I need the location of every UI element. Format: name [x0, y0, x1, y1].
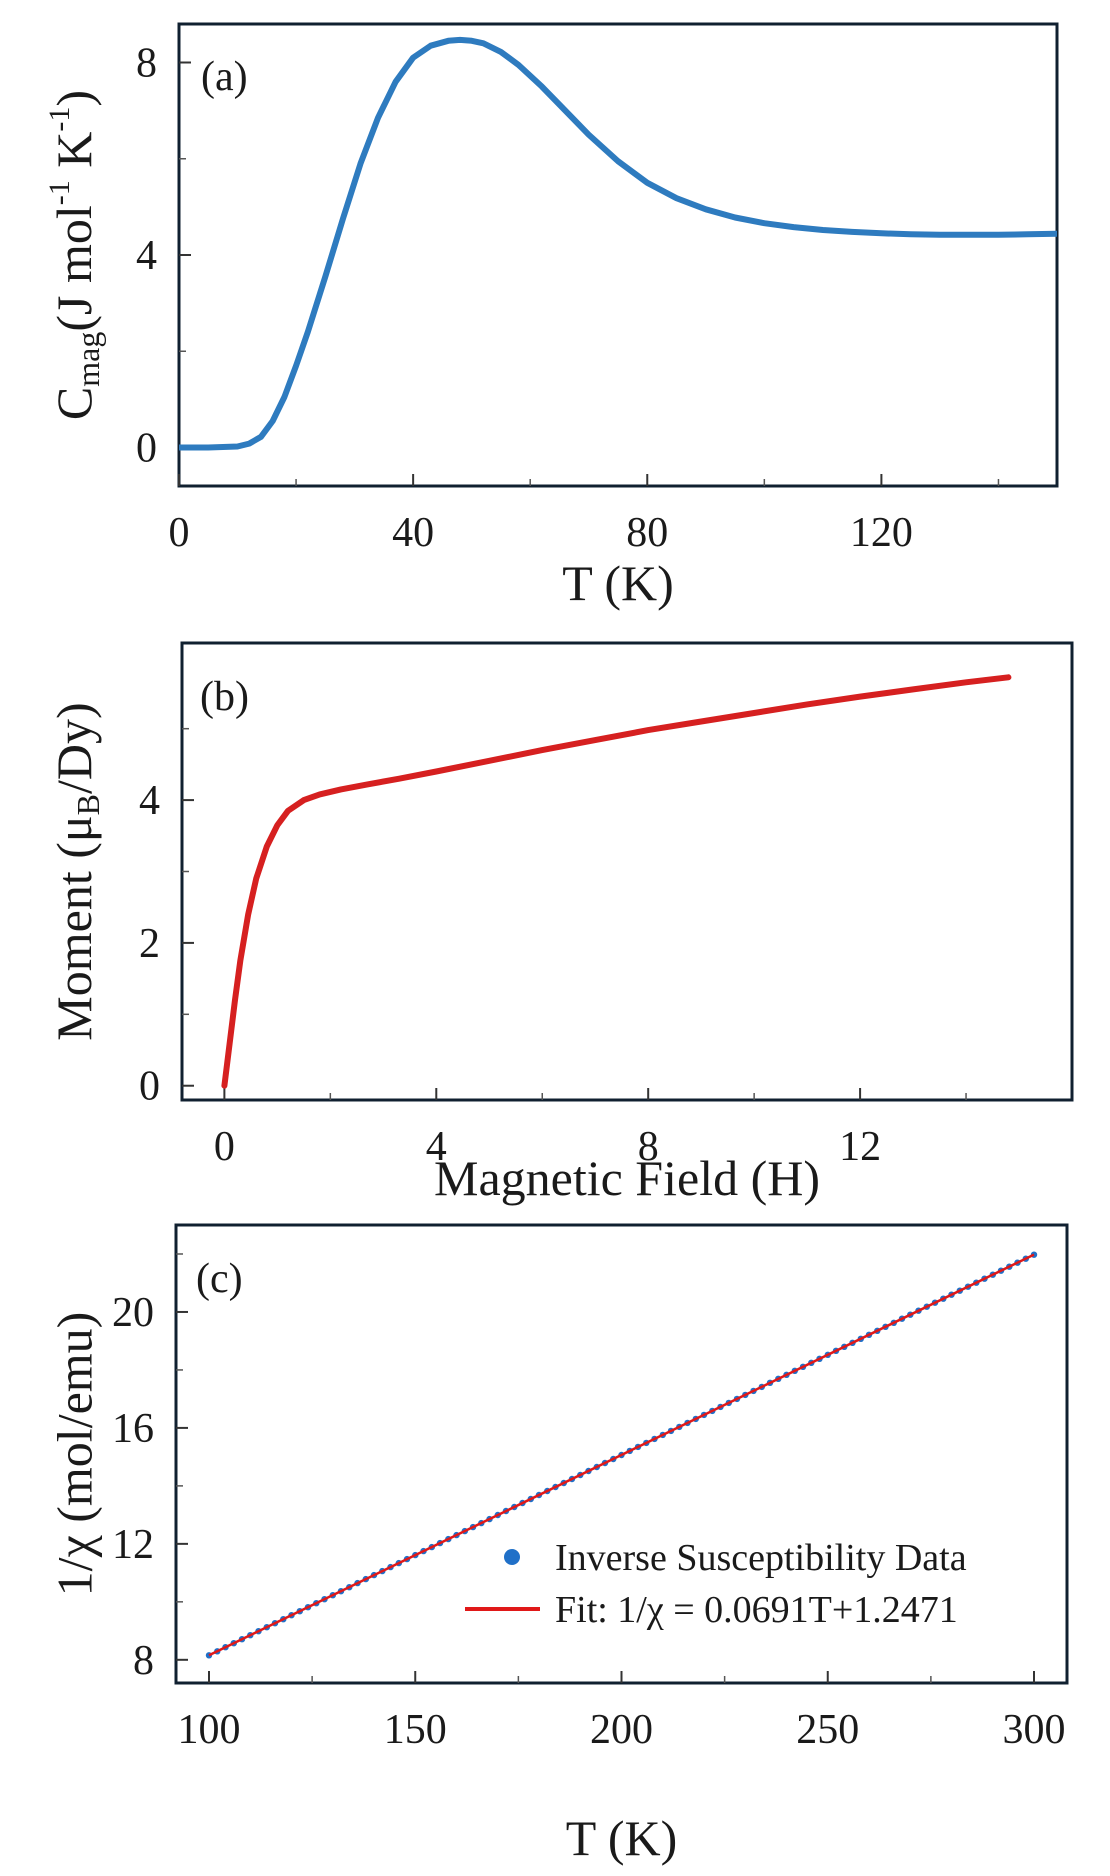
- x-tick-label: 0: [214, 1124, 235, 1170]
- y-tick-label: 0: [139, 1064, 160, 1110]
- y-tick-label: 16: [112, 1406, 154, 1452]
- x-tick-label: 100: [178, 1707, 241, 1753]
- legend-label-data: Inverse Susceptibility Data: [555, 1537, 967, 1579]
- panel-label: (b): [200, 674, 249, 720]
- y-axis-title: Moment (μB/Dy): [46, 702, 106, 1040]
- y-axis-title: 1/χ (mol/emu): [46, 1312, 102, 1597]
- series-line: [179, 36, 1057, 451]
- x-tick-label: 8: [638, 1124, 659, 1170]
- x-tick-label: 40: [392, 510, 434, 556]
- series-line: [221, 674, 1012, 1089]
- panel-c: 100 150 200 250 300 8 12 16 20 (c) T (K) 1/χ (mol/e…: [46, 1223, 1069, 1866]
- x-axis-title: T (K): [566, 1810, 678, 1866]
- panel-label: (c): [196, 1256, 243, 1302]
- x-axis-title: T (K): [562, 555, 674, 611]
- legend-marker-data: [504, 1549, 520, 1565]
- legend-label-fit: Fit: 1/χ = 0.0691T+1.2471: [555, 1589, 958, 1631]
- x-tick-label: 150: [384, 1707, 447, 1753]
- y-tick-label: 20: [112, 1290, 154, 1336]
- panel-b: 0 4 8 12 0 2 4 (b) Magnetic Field (H) Moment (μB/…: [46, 641, 1074, 1206]
- plot-frame: [180, 641, 1074, 1102]
- y-tick-label: 4: [139, 778, 160, 824]
- x-tick-label: 12: [839, 1124, 881, 1170]
- x-tick-label: 250: [796, 1707, 859, 1753]
- x-tick-label: 120: [850, 510, 913, 556]
- x-tick-label: 80: [626, 510, 668, 556]
- y-tick-label: 4: [136, 233, 157, 279]
- legend: Inverse Susceptibility Data Fit: 1/χ = 0.…: [465, 1537, 967, 1631]
- x-tick-label: 0: [169, 510, 190, 556]
- y-axis-title: Cmag(J mol-1 K-1): [43, 90, 106, 420]
- fit-line: [208, 1253, 1035, 1657]
- x-tick-label: 4: [426, 1124, 447, 1170]
- panel-label: (a): [201, 54, 248, 100]
- panel-a: 0 40 80 120 0 4 8 (a) T (K) Cmag(J mol-1 K-1): [43, 22, 1059, 611]
- y-tick-label: 12: [112, 1522, 154, 1568]
- y-tick-label: 8: [136, 41, 157, 87]
- plot-frame: [177, 22, 1059, 488]
- x-tick-label: 300: [1003, 1707, 1066, 1753]
- y-tick-label: 2: [139, 921, 160, 967]
- y-tick-label: 0: [136, 426, 157, 472]
- x-tick-label: 200: [590, 1707, 653, 1753]
- y-tick-label: 8: [133, 1638, 154, 1684]
- x-axis-title: Magnetic Field (H): [434, 1150, 820, 1206]
